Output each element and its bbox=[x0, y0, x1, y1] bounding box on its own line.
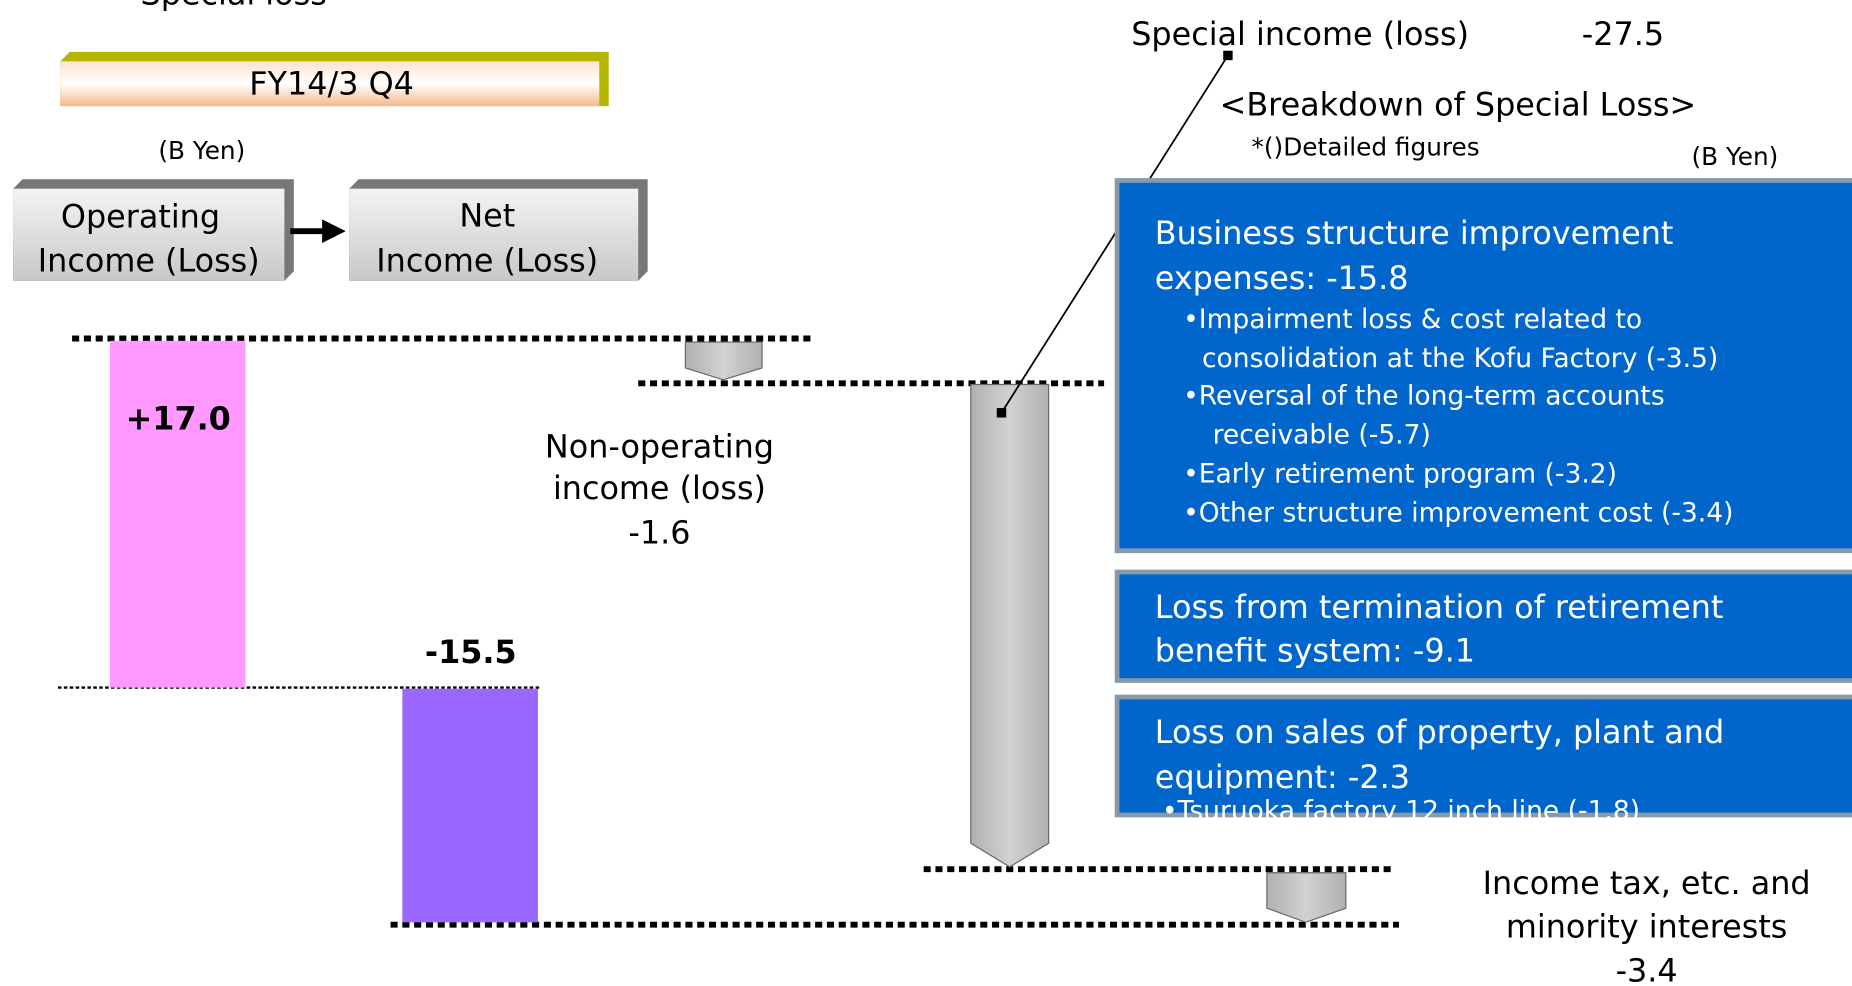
callout-end bbox=[1223, 50, 1233, 61]
item-text: Loss on sales of property, plant and bbox=[1155, 713, 1724, 751]
item-detail: •Early retirement program (-3.2) bbox=[1183, 458, 1617, 489]
legend-text: Operating bbox=[61, 198, 220, 236]
breakdown-title: <Breakdown of Special Loss> bbox=[1220, 86, 1696, 124]
bar-label: +17.0 bbox=[126, 399, 231, 437]
step-arrow bbox=[1266, 872, 1347, 923]
legend-box bbox=[13, 188, 285, 281]
step-arrow bbox=[684, 341, 763, 381]
item-detail: receivable (-5.7) bbox=[1213, 419, 1431, 450]
item-text: expenses: -15.8 bbox=[1155, 259, 1409, 297]
step-label: income (loss) bbox=[553, 469, 766, 507]
partial-title: Special loss bbox=[141, 0, 327, 13]
arrow-head bbox=[322, 219, 346, 243]
step-label: minority interests bbox=[1506, 908, 1788, 946]
item-text: Business structure improvement bbox=[1155, 214, 1674, 252]
legend-box bbox=[349, 188, 639, 281]
net-bar bbox=[402, 688, 538, 923]
breakdown-box bbox=[1114, 569, 1852, 683]
item-text: benefit system: -9.1 bbox=[1155, 632, 1475, 670]
callout-end bbox=[996, 408, 1007, 418]
bar-label: -15.5 bbox=[425, 633, 517, 671]
item-detail: •Tsuruoka factory 12 inch line (-1.8) bbox=[1162, 796, 1640, 827]
breakdown-note: *()Detailed figures bbox=[1252, 133, 1480, 162]
step-arrow bbox=[970, 383, 1050, 868]
item-detail: •Other structure improvement cost (-3.4) bbox=[1183, 497, 1733, 528]
period: FY14/3 Q4 bbox=[249, 64, 414, 102]
breakdown-box bbox=[1114, 694, 1852, 818]
operating-bar bbox=[109, 340, 246, 688]
item-text: Loss from termination of retirement bbox=[1155, 588, 1724, 626]
breakdown-unit: (B Yen) bbox=[1691, 142, 1778, 171]
item-text: equipment: -2.3 bbox=[1155, 758, 1410, 796]
step-label: Non-operating bbox=[545, 428, 774, 466]
legend-text: Income (Loss) bbox=[376, 241, 598, 279]
item-detail: consolidation at the Kofu Factory (-3.5) bbox=[1202, 343, 1718, 374]
legend-text: Income (Loss) bbox=[38, 241, 260, 279]
special-label: Special income (loss) bbox=[1131, 15, 1469, 53]
unit: (B Yen) bbox=[158, 136, 245, 165]
item-detail: •Reversal of the long-term accounts bbox=[1183, 381, 1665, 412]
period-bar bbox=[60, 61, 600, 107]
special-value: -27.5 bbox=[1582, 15, 1664, 53]
breakdown-box bbox=[1114, 178, 1852, 554]
step-label: -3.4 bbox=[1616, 951, 1678, 986]
step-label: Income tax, etc. and bbox=[1483, 864, 1811, 902]
item-detail: •Impairment loss & cost related to bbox=[1183, 304, 1642, 335]
step-label: -1.6 bbox=[628, 514, 690, 552]
legend-text: Net bbox=[459, 196, 515, 234]
